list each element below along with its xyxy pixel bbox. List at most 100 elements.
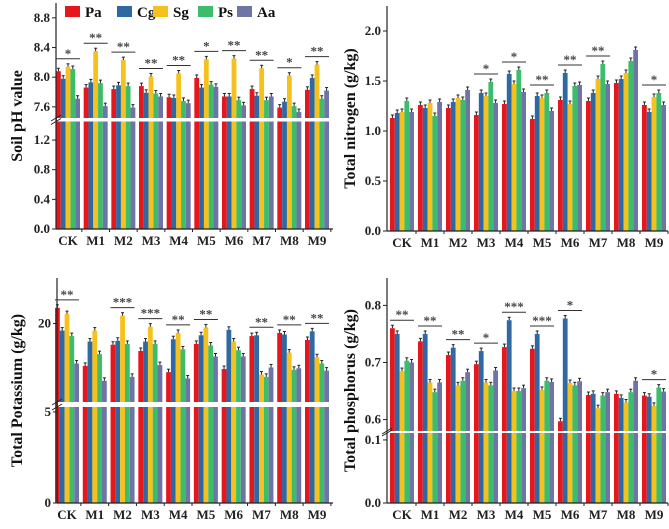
bar-Cg-M3 (143, 341, 148, 503)
bar-Sg-M3 (148, 76, 154, 229)
bar-Cg-M4 (170, 339, 176, 503)
bar-Cg-M5 (534, 96, 540, 231)
bar-Ps-M9 (319, 363, 325, 503)
y-axis-title: Total phosphorus (g/kg) (342, 309, 359, 472)
bar-Sg-M8 (286, 352, 292, 503)
significance-label: ** (228, 38, 241, 53)
x-tick-label: M5 (196, 507, 215, 522)
bar-Ps-M4 (180, 349, 186, 503)
axis-break-gap (58, 402, 334, 407)
bar-Cg-M1 (422, 108, 428, 231)
significance-label: * (483, 61, 490, 76)
bar-Cg-M1 (88, 82, 94, 229)
bar-Pa-M2 (111, 89, 117, 229)
bar-Pa-M1 (83, 87, 89, 229)
x-tick-label: CK (57, 507, 77, 522)
x-tick-label: M5 (197, 233, 216, 248)
bar-Cg-M3 (143, 92, 149, 229)
bar-Pa-M4 (502, 104, 507, 231)
y-tick-label: 0.0 (365, 223, 381, 238)
y-tick-label: 0.0 (34, 221, 50, 236)
significance-label: * (65, 46, 72, 61)
x-tick-label: M7 (252, 507, 271, 522)
bar-Aa-M2 (465, 90, 470, 231)
legend: Pa Cg Sg Ps Aa (65, 5, 276, 21)
significance-label: ** (61, 287, 74, 302)
y-tick-label: 0.1 (365, 432, 381, 447)
bar-Pa-M5 (530, 119, 535, 231)
bar-Cg-M2 (450, 102, 456, 231)
bar-Ps-M8 (628, 392, 634, 503)
bar-Ps-M8 (291, 106, 297, 229)
bar-Sg-M6 (231, 58, 237, 230)
significance-label: ** (199, 306, 212, 321)
bar-Aa-M1 (101, 380, 107, 503)
bar-Sg-M5 (203, 59, 209, 229)
significance-label: * (651, 72, 658, 87)
bar-Sg-M6 (567, 383, 573, 503)
x-tick-label: M3 (142, 233, 161, 248)
bar-Pa-M4 (166, 372, 171, 503)
bar-Ps-M1 (432, 392, 438, 503)
bar-Ps-M7 (264, 100, 269, 230)
significance-label: * (651, 367, 658, 382)
bar-Cg-M8 (618, 79, 624, 231)
bar-Aa-M6 (241, 105, 246, 229)
bar-Pa-M7 (249, 89, 255, 229)
bar-Ps-M9 (656, 93, 662, 231)
bar-Cg-M7 (590, 93, 596, 231)
bar-Pa-M8 (614, 393, 619, 503)
bar-Sg-M6 (567, 104, 573, 231)
bar-Aa-M4 (521, 92, 526, 231)
chart-panel-2: 0.0 0.5 1.0 1.5 2.0 CK M1 M2 M3 * M4 * M5 ** M6 ** M7 ** M… (342, 6, 669, 250)
y-tick-label: 8.4 (34, 40, 51, 55)
bar-Pa-M9 (642, 105, 647, 231)
bar-Cg-M3 (478, 93, 484, 231)
y-axis-title: Total nitrogen (g/kg) (342, 48, 359, 188)
x-tick-label: CK (58, 233, 78, 248)
significance-label: * (483, 330, 490, 345)
bar-Aa-M1 (437, 102, 442, 231)
bar-Ps-M6 (236, 350, 241, 503)
x-tick-label: M6 (561, 235, 580, 250)
bar-Cg-M8 (618, 397, 624, 503)
significance-label: ** (311, 310, 324, 325)
bar-Sg-M9 (314, 64, 320, 229)
bar-Ps-M5 (544, 93, 550, 231)
significance-label: ** (255, 314, 268, 329)
bar-Ps-M8 (291, 369, 297, 503)
bar-Sg-M3 (147, 326, 153, 503)
y-tick-label: 0.4 (34, 191, 51, 206)
x-tick-label: M9 (308, 507, 327, 522)
bar-Cg-M5 (198, 335, 204, 503)
legend-swatch-Pa (65, 6, 80, 17)
y-tick-label: 0.0 (365, 495, 381, 510)
bar-Ps-M3 (488, 385, 494, 503)
x-tick-label: M6 (225, 233, 244, 248)
bar-Pa-M7 (249, 336, 255, 503)
y-axis-title: Total Potassium (g/kg) (9, 314, 26, 467)
bar-Pa-M2 (446, 108, 451, 231)
bar-Sg-M5 (539, 389, 545, 503)
x-tick-label: M8 (280, 507, 299, 522)
x-tick-label: CK (392, 235, 412, 250)
bar-Aa-M7 (268, 96, 274, 229)
bar-Cg-M4 (506, 320, 512, 503)
significance-label: * (567, 298, 574, 313)
bar-Ps-M7 (600, 395, 606, 503)
bar-Cg-M8 (282, 334, 287, 503)
bar-Aa-M7 (605, 84, 610, 231)
bar-Aa-M3 (493, 103, 498, 231)
bar-Cg-M6 (226, 96, 232, 229)
x-tick-label: M6 (224, 507, 243, 522)
significance-label: ** (311, 44, 324, 59)
bar-Sg-CK (399, 371, 405, 503)
x-tick-label: M1 (86, 233, 105, 248)
bar-Pa-M8 (614, 83, 619, 231)
y-tick-label: 5 (45, 404, 52, 419)
bar-Sg-M5 (203, 327, 209, 503)
bar-Sg-M9 (651, 405, 657, 503)
bar-Ps-M1 (97, 354, 102, 503)
y-tick-label: 7.6 (34, 99, 51, 114)
bar-Aa-CK (409, 112, 414, 231)
